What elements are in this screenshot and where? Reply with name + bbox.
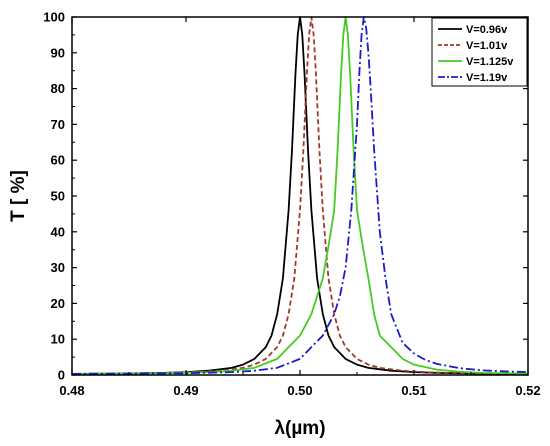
series-line-3 — [71, 16, 529, 375]
y-tick-label: 40 — [51, 224, 65, 239]
y-tick-label: 100 — [43, 10, 65, 25]
y-tick-label: 10 — [51, 332, 65, 347]
y-tick-label: 20 — [51, 296, 65, 311]
x-axis: 0.48 0.49 0.50 0.51 0.52 — [59, 17, 541, 398]
y-axis-title: T [ %] — [8, 170, 29, 222]
x-tick-label: 0.52 — [515, 383, 540, 398]
legend: V=0.96v V=1.01v V=1.125v V=1.19v — [431, 17, 528, 87]
legend-label: V=0.96v — [466, 24, 508, 36]
legend-label: V=1.125v — [466, 56, 514, 68]
y-tick-label: 30 — [51, 260, 65, 275]
x-tick-label: 0.50 — [287, 383, 312, 398]
y-tick-label: 50 — [51, 189, 65, 204]
x-tick-label: 0.51 — [401, 383, 426, 398]
y-tick-label: 60 — [51, 153, 65, 168]
legend-label: V=1.19v — [466, 72, 508, 84]
x-tick-label: 0.48 — [59, 383, 84, 398]
y-tick-label: 0 — [58, 368, 65, 383]
y-tick-label: 80 — [51, 81, 65, 96]
legend-label: V=1.01v — [466, 40, 508, 52]
x-tick-label: 0.49 — [173, 383, 198, 398]
y-axis: 0 10 20 30 40 50 60 70 80 90 100 — [43, 10, 528, 383]
x-axis-title: λ(µm) — [274, 418, 325, 439]
y-tick-label: 90 — [51, 45, 65, 60]
y-tick-label: 70 — [51, 117, 65, 132]
